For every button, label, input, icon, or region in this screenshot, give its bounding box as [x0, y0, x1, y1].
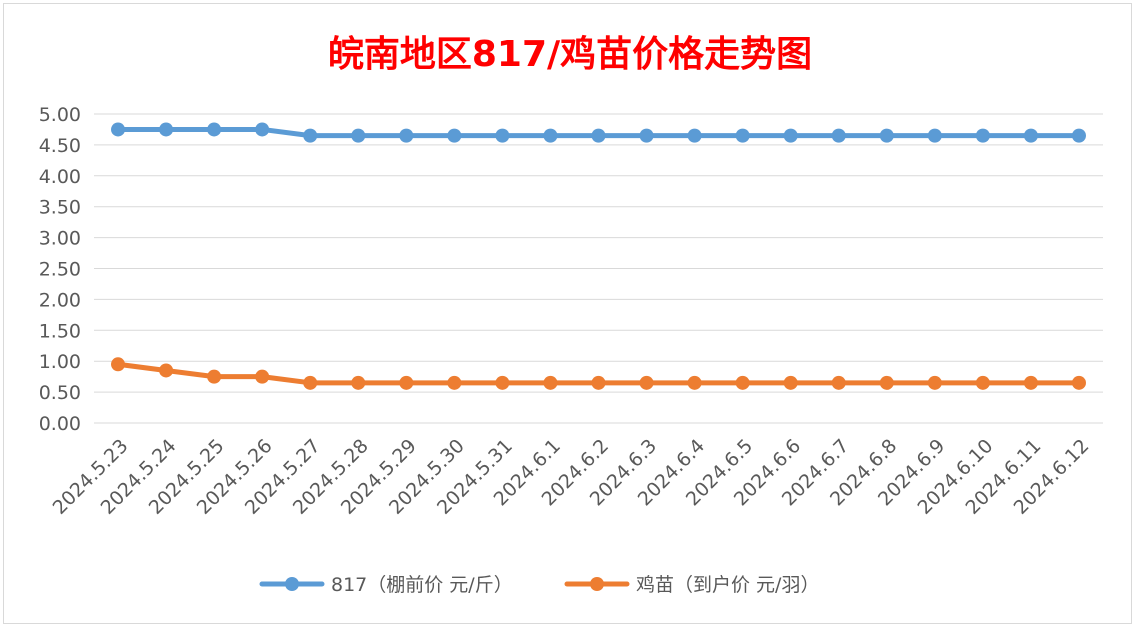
legend-item-2: 鸡苗（到户价 元/羽）	[564, 574, 819, 596]
legend-label: 817（棚前价 元/斤）	[331, 574, 513, 596]
y-tick-label: 0.00	[39, 413, 81, 435]
y-axis-ticks: 0.00 0.50 1.00 1.50 2.00 2.50 3.00 3.50 4.00 4.50…	[39, 104, 81, 435]
y-tick-label: 3.50	[39, 197, 81, 219]
data-point	[783, 375, 798, 390]
y-tick-label: 2.50	[39, 259, 81, 281]
data-point	[591, 375, 606, 390]
y-tick-label: 0.50	[39, 382, 81, 404]
data-point	[159, 363, 174, 378]
data-point	[735, 128, 750, 143]
data-point	[879, 128, 894, 143]
legend-swatch-marker	[590, 577, 604, 591]
data-point	[159, 122, 174, 137]
data-point	[255, 122, 270, 137]
y-tick-label: 4.50	[39, 135, 81, 157]
data-point	[1071, 128, 1086, 143]
legend: 817（棚前价 元/斤） 鸡苗（到户价 元/羽）	[259, 574, 819, 596]
chart-frame: 皖南地区817/鸡苗价格走势图 0.00 0.50 1.00 1.50 2.00 2.50…	[3, 3, 1132, 624]
data-point	[639, 375, 654, 390]
data-point	[303, 375, 318, 390]
data-point	[1023, 128, 1038, 143]
data-point	[543, 375, 558, 390]
y-tick-label: 4.00	[39, 166, 81, 188]
data-point	[687, 128, 702, 143]
line-chart: 皖南地区817/鸡苗价格走势图 0.00 0.50 1.00 1.50 2.00 2.50…	[39, 34, 1103, 596]
y-tick-label: 5.00	[39, 104, 81, 126]
data-point	[927, 375, 942, 390]
y-tick-label: 2.00	[39, 289, 81, 311]
data-point	[351, 128, 366, 143]
y-tick-label: 1.50	[39, 320, 81, 342]
x-axis-ticks: 2024.5.232024.5.242024.5.252024.5.262024…	[49, 435, 1094, 519]
series-layer	[111, 122, 1086, 390]
data-point	[399, 128, 414, 143]
data-point	[879, 375, 894, 390]
data-point	[303, 128, 318, 143]
data-point	[927, 128, 942, 143]
data-point	[399, 375, 414, 390]
data-point	[975, 375, 990, 390]
data-point	[687, 375, 702, 390]
legend-swatch-marker	[285, 577, 299, 591]
data-point	[351, 375, 366, 390]
chart-title: 皖南地区817/鸡苗价格走势图	[328, 34, 812, 75]
gridlines	[94, 113, 1103, 424]
legend-label: 鸡苗（到户价 元/羽）	[636, 574, 819, 596]
data-point	[735, 375, 750, 390]
data-point	[975, 128, 990, 143]
data-point	[783, 128, 798, 143]
legend-item-1: 817（棚前价 元/斤）	[259, 574, 513, 596]
data-point	[1071, 375, 1086, 390]
data-point	[831, 128, 846, 143]
data-point	[495, 128, 510, 143]
y-tick-label: 3.00	[39, 228, 81, 250]
data-point	[207, 369, 222, 384]
data-point	[1023, 375, 1038, 390]
series-2	[111, 357, 1086, 390]
data-point	[591, 128, 606, 143]
data-point	[543, 128, 558, 143]
y-tick-label: 1.00	[39, 351, 81, 373]
series-1	[111, 122, 1086, 143]
data-point	[207, 122, 222, 137]
data-point	[495, 375, 510, 390]
data-point	[639, 128, 654, 143]
data-point	[447, 375, 462, 390]
data-point	[447, 128, 462, 143]
data-point	[831, 375, 846, 390]
data-point	[255, 369, 270, 384]
data-point	[111, 357, 126, 372]
data-point	[111, 122, 126, 137]
